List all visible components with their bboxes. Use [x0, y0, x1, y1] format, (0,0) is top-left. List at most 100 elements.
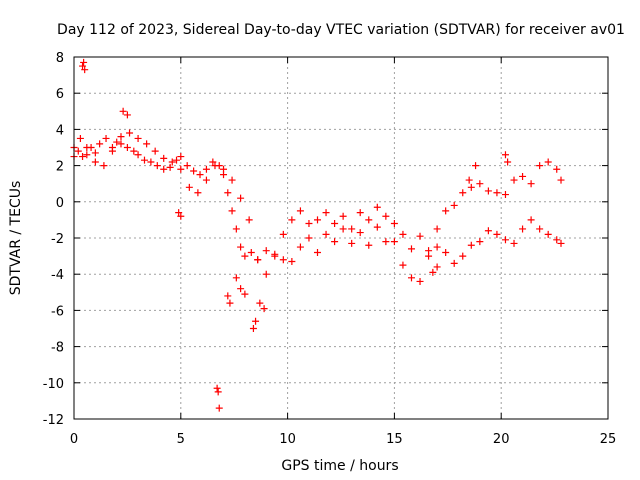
data-point — [279, 256, 287, 264]
data-point — [134, 151, 142, 159]
data-point — [501, 191, 509, 199]
data-point — [190, 167, 198, 175]
data-point — [241, 290, 249, 298]
data-point — [81, 66, 89, 74]
data-point — [185, 183, 193, 191]
data-point — [173, 156, 181, 164]
grid-lines — [74, 57, 608, 419]
data-point — [433, 263, 441, 271]
data-point — [314, 216, 322, 224]
data-point — [442, 207, 450, 215]
series-outliers — [79, 58, 512, 412]
data-point — [80, 58, 88, 66]
data-point — [356, 209, 364, 217]
data-point — [224, 189, 232, 197]
data-point — [256, 299, 264, 307]
data-point — [519, 225, 527, 233]
data-point — [134, 134, 142, 142]
data-point — [214, 388, 222, 396]
y-tick-label: -12 — [43, 413, 64, 428]
data-point — [527, 180, 535, 188]
x-tick-label: 0 — [70, 432, 78, 447]
data-point — [296, 207, 304, 215]
y-tick-label: -4 — [51, 268, 64, 283]
data-point — [177, 165, 185, 173]
data-point — [407, 274, 415, 282]
data-point — [153, 162, 161, 170]
data-point — [356, 229, 364, 237]
data-point — [433, 243, 441, 251]
data-point — [91, 149, 99, 157]
data-point — [140, 156, 148, 164]
x-tick-label: 15 — [386, 432, 403, 447]
data-point — [331, 238, 339, 246]
x-tick-label: 20 — [493, 432, 510, 447]
data-point — [399, 230, 407, 238]
data-point — [390, 238, 398, 246]
data-point — [160, 165, 168, 173]
data-point — [527, 216, 535, 224]
x-tick-label: 5 — [177, 432, 185, 447]
y-tick-label: -10 — [43, 377, 64, 392]
data-point — [237, 194, 245, 202]
data-point — [232, 225, 240, 233]
data-point — [228, 207, 236, 215]
data-point — [382, 238, 390, 246]
tick-labels: 0 5 10 15 20 25 -12 -10 -8 -6 -4 -2 0 2 4 6 8 — [43, 51, 617, 447]
data-point — [467, 183, 475, 191]
data-point — [501, 151, 509, 159]
y-tick-label: -2 — [51, 232, 64, 247]
data-point — [202, 165, 210, 173]
data-point — [322, 230, 330, 238]
data-point — [288, 216, 296, 224]
data-point — [305, 220, 313, 228]
data-point — [194, 189, 202, 197]
chart-title: Day 112 of 2023, Sidereal Day-to-day VTE… — [57, 22, 625, 38]
data-point — [123, 144, 131, 151]
data-point — [213, 384, 221, 392]
data-point — [450, 259, 458, 267]
data-point — [510, 176, 518, 184]
data-point — [536, 162, 544, 170]
data-point — [166, 163, 174, 171]
data-point — [459, 252, 467, 260]
data-point — [519, 172, 527, 180]
data-point — [209, 158, 217, 166]
data-point — [288, 258, 296, 266]
data-point — [382, 212, 390, 220]
data-point — [143, 140, 151, 148]
data-point — [493, 230, 501, 238]
y-axis-label: SDTVAR / TECUs — [8, 181, 24, 296]
y-tick-label: -6 — [51, 304, 64, 319]
data-point — [493, 189, 501, 197]
y-tick-label: 6 — [56, 87, 64, 102]
data-point — [100, 162, 108, 170]
y-tick-label: 8 — [56, 51, 64, 66]
data-point — [314, 248, 322, 256]
data-point — [237, 243, 245, 251]
data-point — [168, 158, 176, 166]
data-point — [399, 261, 407, 269]
data-point — [279, 230, 287, 238]
data-point — [504, 158, 512, 166]
data-point — [365, 216, 373, 224]
data-point — [79, 62, 87, 70]
data-point — [296, 243, 304, 251]
data-point — [544, 230, 552, 238]
data-point — [433, 225, 441, 233]
data-point — [416, 232, 424, 240]
data-point — [365, 241, 373, 249]
data-point — [476, 238, 484, 246]
data-point — [126, 129, 134, 137]
data-point — [390, 220, 398, 228]
x-axis-label: GPS time / hours — [281, 458, 398, 474]
data-point — [472, 162, 480, 170]
data-point — [147, 158, 155, 166]
data-point — [373, 223, 381, 231]
data-point — [151, 147, 159, 155]
data-point — [83, 144, 91, 151]
data-point — [177, 212, 185, 220]
data-point — [407, 245, 415, 253]
data-point — [260, 305, 268, 313]
data-point — [425, 252, 433, 260]
